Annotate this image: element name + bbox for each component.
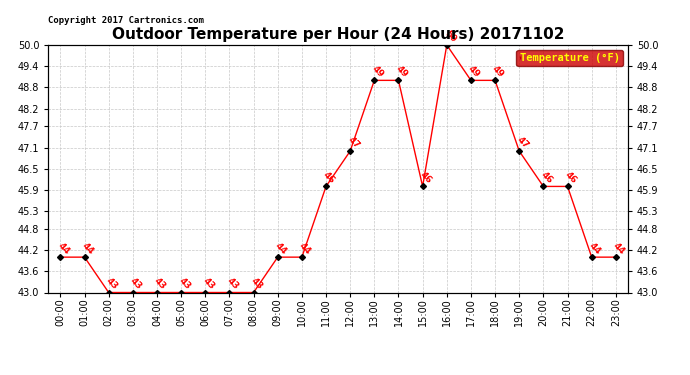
Text: 46: 46 — [418, 170, 433, 186]
Text: 44: 44 — [80, 241, 95, 256]
Text: 43: 43 — [128, 276, 144, 292]
Text: 47: 47 — [346, 135, 361, 150]
Title: Outdoor Temperature per Hour (24 Hours) 20171102: Outdoor Temperature per Hour (24 Hours) … — [112, 27, 564, 42]
Text: 47: 47 — [515, 135, 530, 150]
Text: Copyright 2017 Cartronics.com: Copyright 2017 Cartronics.com — [48, 16, 204, 25]
Text: 44: 44 — [273, 241, 288, 256]
Text: 43: 43 — [225, 276, 240, 292]
Text: 44: 44 — [297, 241, 313, 256]
Text: 44: 44 — [56, 241, 71, 256]
Text: 43: 43 — [249, 276, 264, 292]
Text: 50: 50 — [442, 29, 457, 44]
Text: 43: 43 — [152, 276, 168, 292]
Text: 43: 43 — [201, 276, 216, 292]
Text: 49: 49 — [466, 64, 482, 80]
Text: 46: 46 — [322, 170, 337, 186]
Text: 49: 49 — [491, 64, 506, 80]
Text: 49: 49 — [394, 64, 409, 80]
Text: 46: 46 — [563, 170, 578, 186]
Text: 43: 43 — [104, 276, 119, 292]
Text: 44: 44 — [611, 241, 627, 256]
Text: 49: 49 — [370, 64, 385, 80]
Text: 46: 46 — [539, 170, 554, 186]
Legend: Temperature (°F): Temperature (°F) — [516, 50, 622, 66]
Text: 43: 43 — [177, 276, 192, 292]
Text: 44: 44 — [587, 241, 602, 256]
